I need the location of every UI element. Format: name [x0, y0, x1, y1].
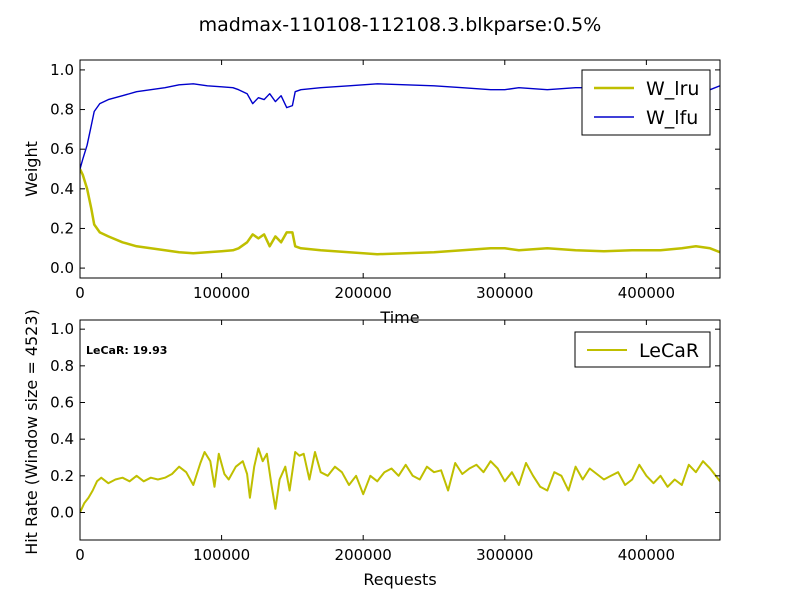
weight-legend-box — [581, 69, 711, 136]
chart-title: madmax-110108-112108.3.blkparse:0.5% — [199, 14, 602, 36]
y-tick-label: 0.6 — [50, 140, 74, 158]
x-tick-label: 200000 — [335, 284, 392, 302]
x-tick-label: 100000 — [193, 284, 250, 302]
legend-label-w-lru: W_lru — [646, 78, 699, 100]
y-tick-label: 1.0 — [50, 61, 74, 79]
weight-legend: W_lru W_lfu — [581, 69, 711, 136]
y-tick-label: 0.8 — [50, 357, 74, 375]
y-tick-label: 0.0 — [50, 259, 74, 277]
hitrate-xlabel: Requests — [363, 570, 436, 589]
y-tick-label: 0.6 — [50, 394, 74, 412]
y-tick-label: 0.0 — [50, 504, 74, 522]
weight-panel: 0 100000 200000 300000 400000 0.0 0.2 0.4 0.6 0.8… — [22, 59, 721, 327]
lecar-annotation: LeCaR: 19.93 — [86, 344, 167, 357]
legend-label-lecar: LeCaR — [639, 340, 699, 362]
x-tick-label: 0 — [75, 284, 85, 302]
y-tick-label: 0.4 — [50, 180, 74, 198]
weight-ylabel: Weight — [22, 141, 41, 197]
legend-label-w-lfu: W_lfu — [646, 107, 698, 129]
hitrate-ylabel: Hit Rate (Window size = 4523) — [22, 309, 41, 555]
weight-plot-frame — [79, 59, 721, 279]
series-line-w-lru — [80, 168, 720, 256]
series-line-lecar — [80, 447, 720, 513]
y-tick-label: 0.4 — [50, 430, 74, 448]
y-tick-label: 1.0 — [50, 320, 74, 338]
series-line-w-lfu — [80, 83, 720, 170]
x-tick-label: 300000 — [476, 284, 533, 302]
hitrate-panel: 0 100000 200000 300000 400000 0.0 0.2 0.4 0.6 0.8… — [22, 309, 721, 589]
y-tick-label: 0.2 — [50, 219, 74, 237]
hitrate-plot-frame — [79, 319, 721, 541]
y-tick-label: 0.8 — [50, 101, 74, 119]
x-tick-label: 300000 — [476, 546, 533, 564]
x-tick-label: 400000 — [618, 546, 675, 564]
x-tick-label: 100000 — [193, 546, 250, 564]
weight-xlabel: Time — [379, 308, 419, 327]
x-tick-label: 200000 — [335, 546, 392, 564]
hitrate-legend: LeCaR — [574, 331, 711, 368]
x-tick-label: 400000 — [618, 284, 675, 302]
y-tick-label: 0.2 — [50, 467, 74, 485]
x-tick-label: 0 — [75, 546, 85, 564]
